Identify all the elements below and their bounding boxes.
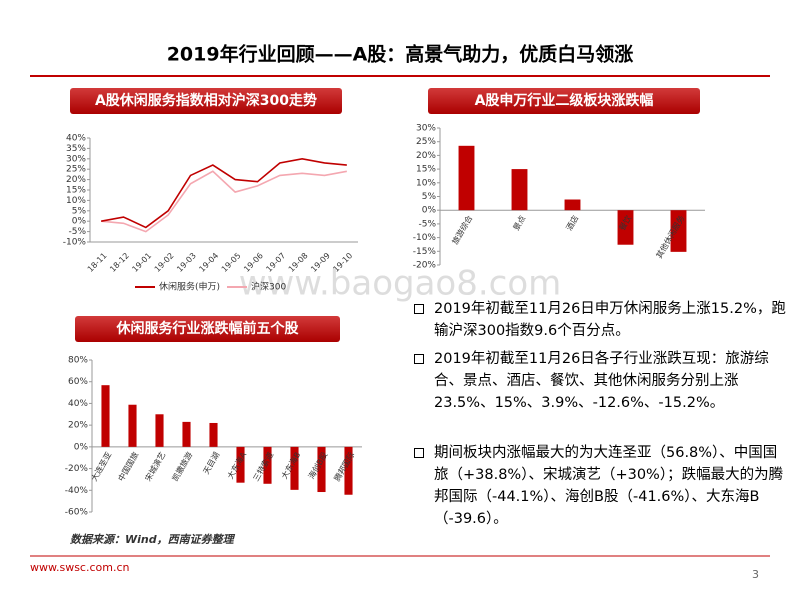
y-tick-label: -20% [65,464,89,474]
y-tick-label: -10% [413,233,437,243]
x-tick-label: 旅游综合 [450,213,475,246]
line-series [101,157,347,229]
x-tick-label: 19-02 [153,251,176,274]
bar [263,446,272,484]
y-tick-label: 20% [68,421,88,431]
legend-label: 沪深300 [251,281,286,293]
x-tick-label: 18-12 [108,251,131,274]
y-tick-label: -15% [413,247,437,257]
x-tick-label: 中国国旅 [116,450,141,483]
x-tick-label: 腾邦国际 [332,450,357,483]
y-tick-label: 10% [66,196,86,206]
bar [128,404,137,447]
x-tick-label: 凯撒旅游 [170,450,195,483]
bar [458,145,475,211]
bullet: 2019年初截至11月26日申万休闲服务上涨15.2%，跑输沪深300指数9.6… [412,298,789,342]
x-tick-label: 19-03 [175,251,198,274]
line-series [101,170,347,233]
bar [209,422,218,447]
y-tick-label: 5% [422,192,437,202]
x-tick-label: 19-04 [197,251,220,274]
y-tick-label: 15% [416,165,436,175]
legend-label: 休闲服务(申万) [159,281,220,293]
watermark: www.baogao8.com [239,264,562,304]
page-number: 3 [752,568,759,581]
bar [617,210,634,245]
x-tick-label: 酒店 [564,213,581,232]
slide-title: 2019年行业回顾——A股：高景气助力，优质白马领涨 [167,43,634,66]
chart-banner: 休闲服务行业涨跌幅前五个股 [75,316,340,342]
y-tick-label: 30% [416,124,436,134]
chart-banner: A股休闲服务指数相对沪深300走势 [70,88,342,114]
y-tick-label: 10% [416,178,436,188]
bar [236,446,245,483]
y-tick-label: -40% [65,486,89,496]
x-tick-label: 天目湖 [202,451,222,476]
x-tick-label: 19-01 [130,251,153,274]
bar [564,199,581,211]
bar [290,446,299,490]
y-tick-label: 35% [66,144,86,154]
y-tick-label: -60% [65,508,89,518]
bullet: 2019年初截至11月26日各子行业涨跌互现：旅游综合、景点、酒店、餐饮、其他休… [412,348,789,414]
x-tick-label: 三特索道 [251,450,276,483]
bar [511,169,528,211]
y-tick-label: -20% [413,261,437,271]
y-tick-label: 80% [68,356,88,366]
bar [182,421,191,447]
bar [670,210,687,252]
bar [155,414,164,447]
y-tick-label: 0% [72,217,87,227]
source: 数据来源：Wind，西南证券整理 [70,533,236,546]
y-tick-label: 15% [66,186,86,196]
y-tick-label: 40% [66,134,86,144]
y-tick-label: 30% [66,154,86,164]
y-tick-label: -5% [418,219,436,229]
y-tick-label: 0% [422,206,437,216]
chart-banner: A股申万行业二级板块涨跌幅 [428,88,700,114]
y-tick-label: 40% [68,399,88,409]
footer-url: www.swsc.com.cn [30,561,130,574]
bar [317,446,326,493]
y-tick-label: 5% [72,206,87,216]
y-tick-label: 20% [66,175,86,185]
bar [344,446,353,495]
y-tick-label: 20% [416,151,436,161]
y-tick-label: -5% [68,227,86,237]
y-tick-label: 60% [68,377,88,387]
bar [101,385,110,447]
y-tick-label: 0% [74,442,89,452]
bullet: 期间板块内涨幅最大的为大连圣亚（56.8%）、中国国旅（+38.8%）、宋城演艺… [412,442,789,530]
x-tick-label: 景点 [512,214,528,232]
y-tick-label: 25% [66,165,86,175]
y-tick-label: 25% [416,137,436,147]
x-tick-label: 18-11 [86,251,109,274]
y-tick-label: -10% [63,238,87,248]
x-tick-label: 宋城演艺 [143,450,168,483]
